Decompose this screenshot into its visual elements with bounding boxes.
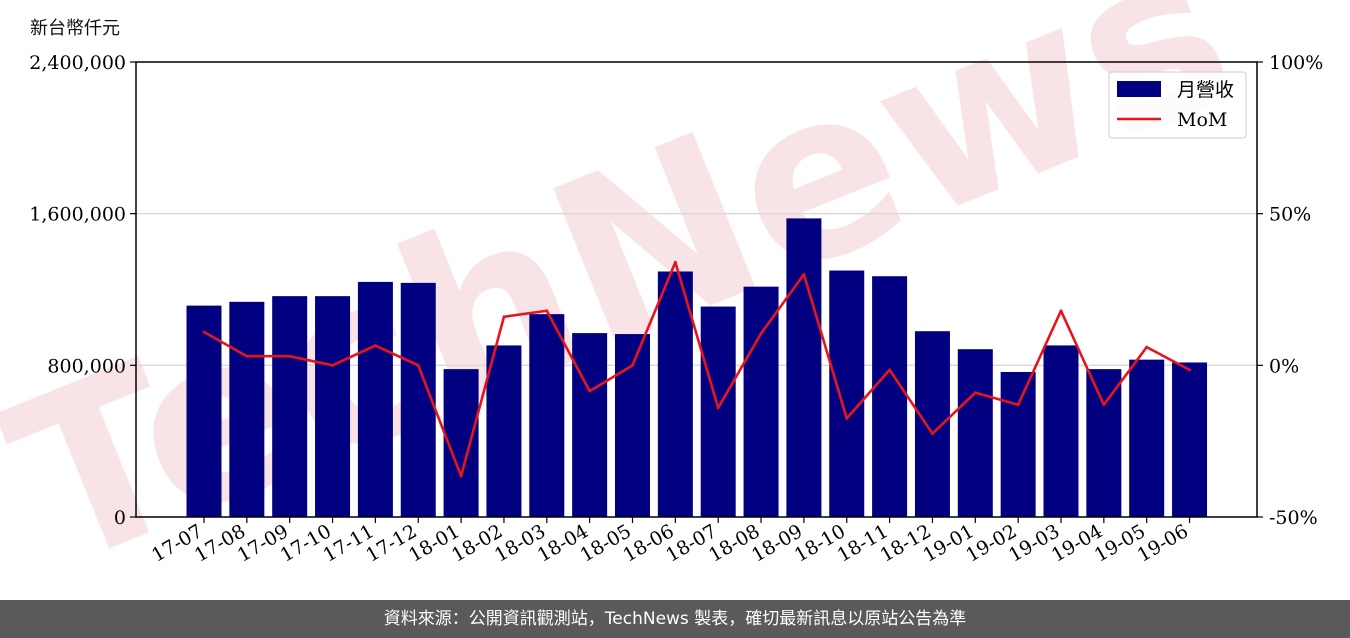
mom-point-18-01 <box>459 474 463 478</box>
mom-point-18-09 <box>802 272 806 276</box>
bar-19-06 <box>1172 362 1208 517</box>
mom-point-19-05 <box>1145 345 1149 349</box>
mom-point-18-05 <box>631 363 634 367</box>
mom-point-18-03 <box>545 309 549 313</box>
mom-point-19-01 <box>973 391 977 395</box>
plot-frame <box>135 61 1258 518</box>
bar-19-05 <box>1129 359 1165 517</box>
y-axis-unit-label: 新台幣仟元 <box>30 18 120 39</box>
legend-bar-swatch <box>1117 81 1161 97</box>
bar-17-09 <box>272 296 308 517</box>
mom-point-18-12 <box>931 432 934 435</box>
mom-point-18-06 <box>673 260 677 264</box>
legend-label-mom: MoM <box>1177 109 1227 131</box>
legend: 月營收 MoM <box>1108 71 1247 139</box>
mom-point-17-08 <box>245 354 249 358</box>
bar-18-03 <box>529 314 565 517</box>
bar-18-07 <box>700 306 736 517</box>
mom-point-18-04 <box>588 389 592 393</box>
mom-point-17-07 <box>202 330 206 334</box>
mom-line-series <box>202 260 1191 478</box>
mom-point-19-04 <box>1102 403 1106 407</box>
mom-point-18-02 <box>502 315 506 319</box>
bar-18-08 <box>743 286 779 517</box>
mom-point-19-03 <box>1059 309 1063 313</box>
left-tick-label: 1,600,000 <box>29 204 126 226</box>
mom-line <box>203 260 1191 478</box>
bar-19-02 <box>1000 371 1036 517</box>
bar-18-09 <box>786 218 822 517</box>
mom-point-18-11 <box>888 368 891 372</box>
bar-17-12 <box>400 282 436 517</box>
mom-point-17-11 <box>374 344 377 348</box>
mom-point-17-12 <box>416 363 420 367</box>
bar-19-03 <box>1043 345 1079 517</box>
bar-18-06 <box>657 271 693 517</box>
left-tick-label: 800,000 <box>47 355 126 377</box>
source-footer: 資料來源：公開資訊觀測站，TechNews 製表，確切最新訊息以原站公告為準 <box>0 600 1350 638</box>
mom-point-18-10 <box>845 417 849 420</box>
chart: TechNews 0800,0001,600,0002,400,000-50%0… <box>0 0 1323 600</box>
bar-18-12 <box>914 331 950 517</box>
right-tick-label: 100% <box>1269 52 1323 74</box>
mom-point-18-07 <box>716 406 720 410</box>
bar-18-02 <box>486 345 522 517</box>
bar-17-11 <box>357 281 393 517</box>
right-tick-label: 50% <box>1269 204 1311 226</box>
bar-19-04 <box>1086 369 1122 517</box>
mom-point-18-08 <box>759 332 763 335</box>
mom-point-19-02 <box>1016 403 1020 407</box>
bar-18-11 <box>872 276 908 517</box>
legend-label-revenue: 月營收 <box>1177 79 1234 101</box>
bar-18-04 <box>572 333 608 517</box>
bar-18-10 <box>829 270 865 517</box>
mom-point-17-10 <box>331 363 334 367</box>
bar-17-08 <box>229 301 265 517</box>
right-tick-label: 0% <box>1269 355 1299 377</box>
mom-point-17-09 <box>288 354 292 358</box>
x-tick-label: 19-06 <box>1134 520 1192 566</box>
mom-point-19-06 <box>1188 368 1191 372</box>
right-tick-label: -50% <box>1269 507 1318 529</box>
bar-17-07 <box>186 305 222 517</box>
bar-19-01 <box>957 349 993 517</box>
bar-17-10 <box>315 296 351 517</box>
bar-18-05 <box>615 334 650 517</box>
left-tick-label: 0 <box>114 507 126 529</box>
left-tick-label: 2,400,000 <box>29 52 126 74</box>
